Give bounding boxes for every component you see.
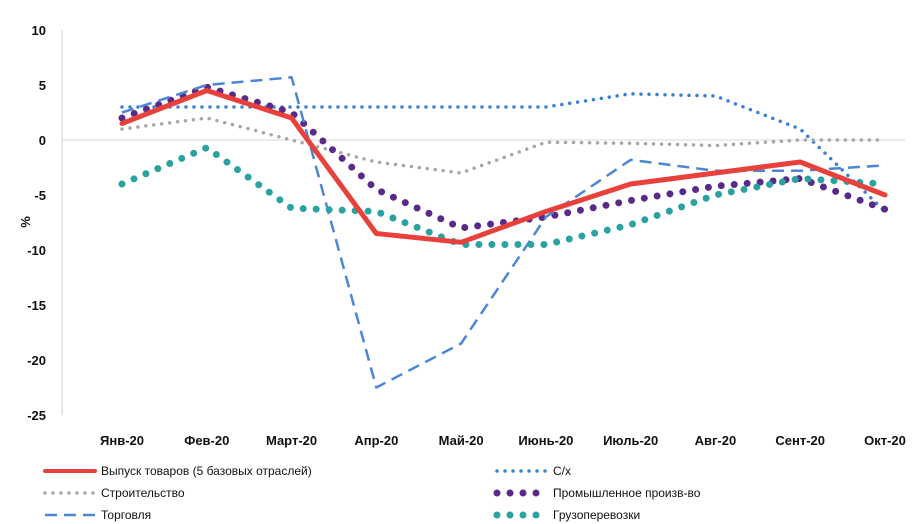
y-axis-label: % (18, 216, 33, 228)
y-tick-label: -5 (34, 188, 46, 203)
y-tick-label: -15 (27, 298, 46, 313)
x-tick-label: Фев-20 (184, 433, 229, 448)
series-line-3 (120, 116, 887, 175)
ticks: 10 5 0 -5 -10 -15 -20 -25 Янв-20 Фев-20 Март-20 Апр… (27, 23, 906, 448)
series-group (118, 76, 889, 389)
series-line-5 (121, 76, 886, 389)
y-tick-label: -25 (27, 408, 46, 423)
x-tick-label: Май-20 (439, 433, 484, 448)
x-tick-label: Авг-20 (695, 433, 737, 448)
x-tick-label: Апр-20 (354, 433, 398, 448)
y-tick-label: -10 (27, 243, 46, 258)
series-line-2 (120, 92, 887, 214)
y-tick-label: 0 (39, 133, 46, 148)
x-tick-label: Янв-20 (100, 433, 144, 448)
series-line-1 (119, 88, 888, 245)
x-tick-label: Июль-20 (603, 433, 658, 448)
x-tick-label: Окт-20 (864, 433, 906, 448)
legend-label: Торговля (101, 508, 151, 522)
x-tick-label: Сент-20 (775, 433, 825, 448)
legend-label: Промышленное произв-во (553, 486, 701, 500)
legend-label: Грузоперевозки (553, 508, 640, 522)
legend-label: Выпуск товаров (5 базовых отраслей) (101, 464, 312, 478)
legend-label: С/х (553, 464, 571, 478)
legend-label: Строительство (101, 486, 185, 500)
y-tick-label: 5 (39, 78, 46, 93)
x-tick-label: Март-20 (266, 433, 317, 448)
series-line-6 (118, 144, 889, 248)
y-tick-label: -20 (27, 353, 46, 368)
legend: Выпуск товаров (5 базовых отраслей) С/х Ст… (43, 464, 701, 522)
series-line-4 (118, 83, 889, 232)
axes (61, 30, 905, 415)
x-tick-label: Июнь-20 (518, 433, 573, 448)
y-tick-label: 10 (32, 23, 46, 38)
